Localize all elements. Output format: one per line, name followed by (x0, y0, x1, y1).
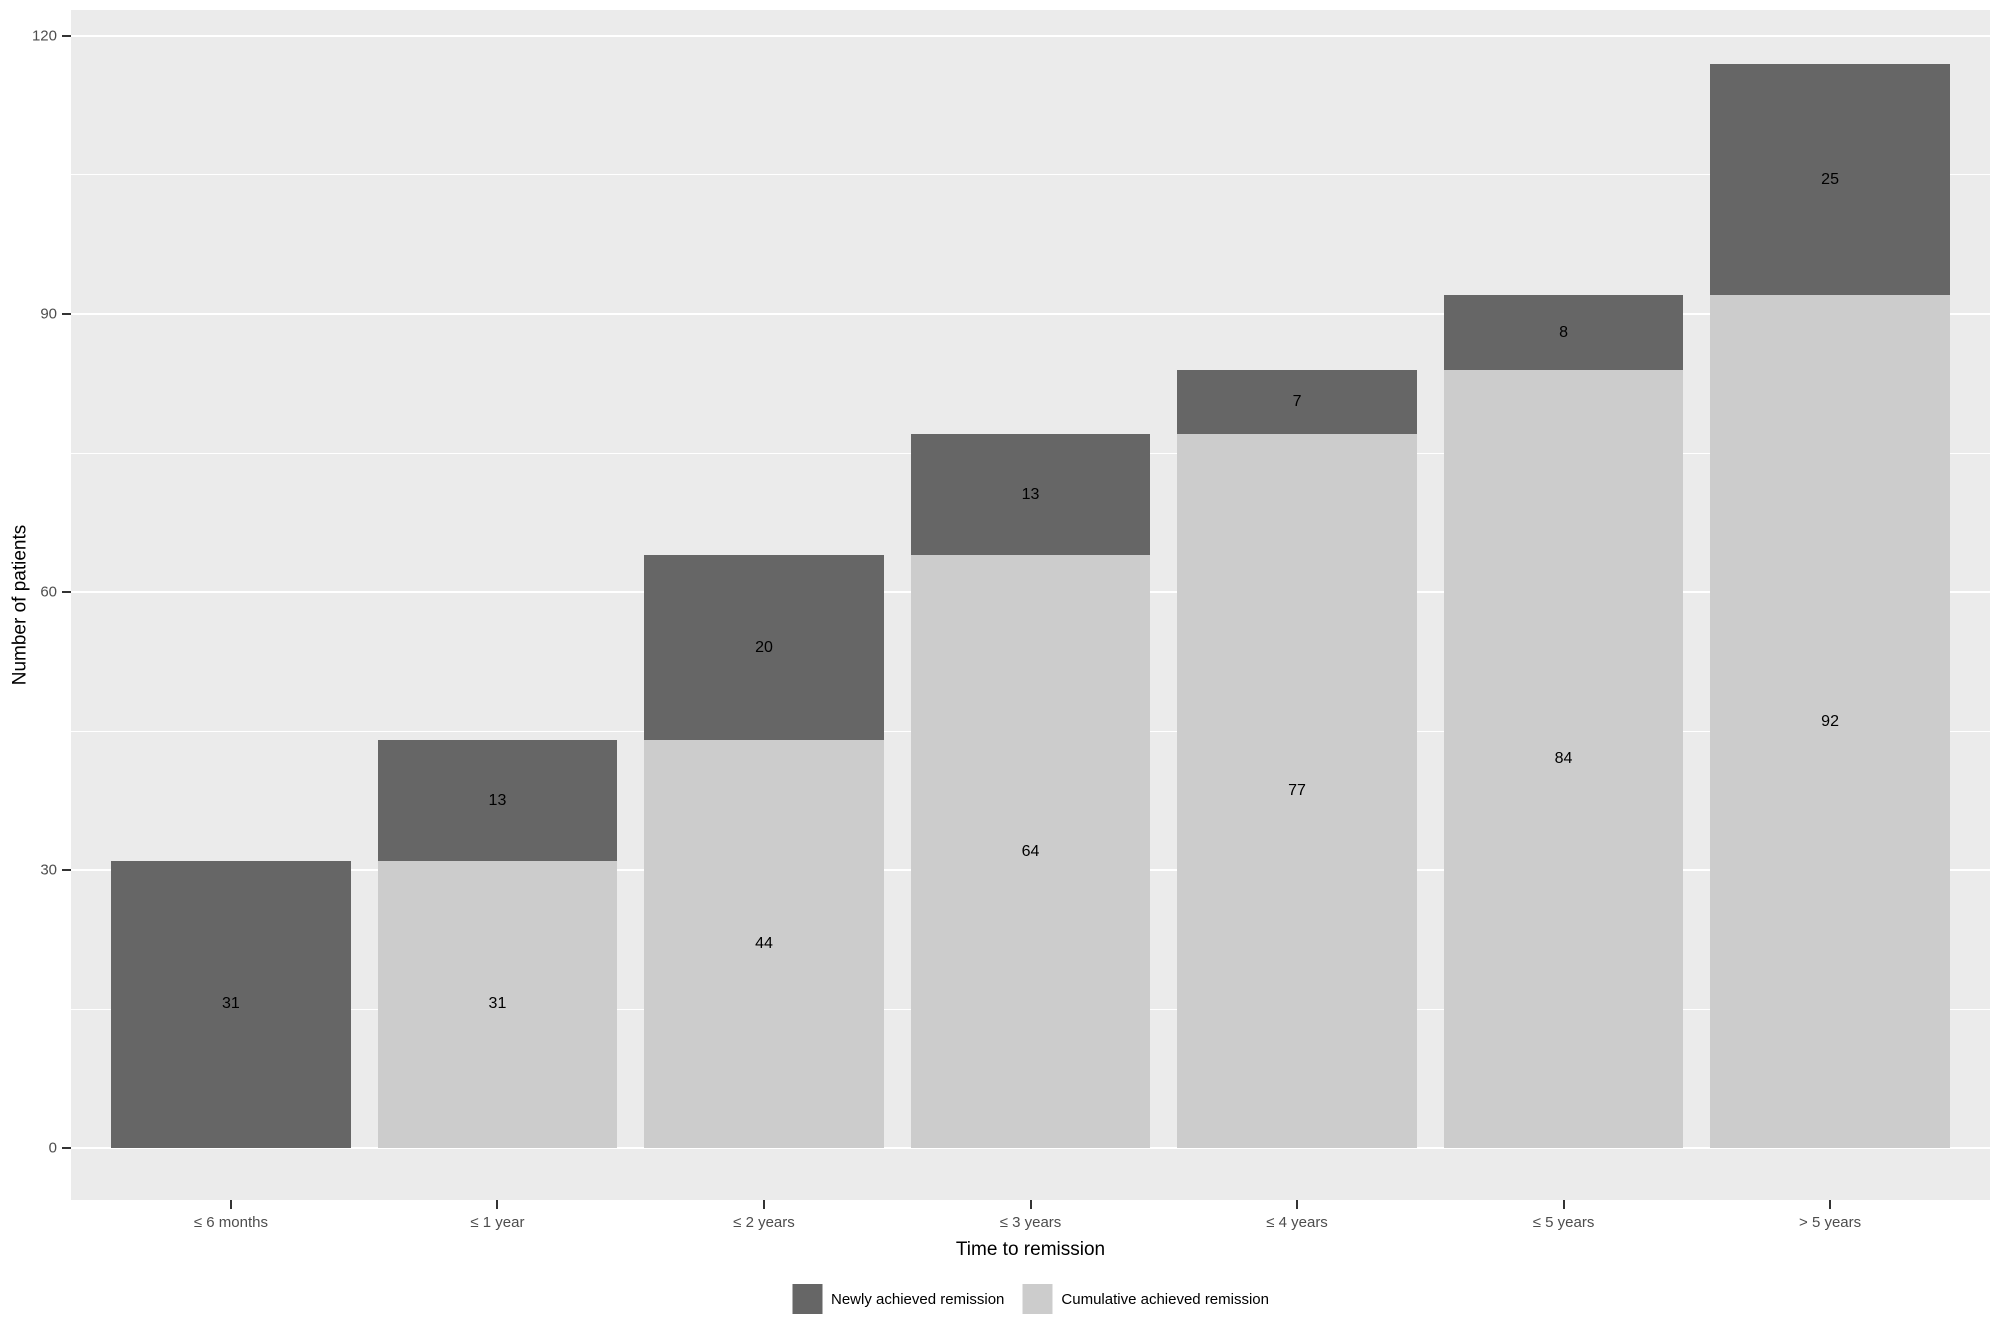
bar-value-label: 64 (1021, 842, 1040, 860)
bar-value-label: 31 (222, 995, 240, 1013)
legend-swatch-newly (792, 1284, 822, 1314)
bar-segment-newly (1443, 295, 1684, 370)
bar-segment-newly (1710, 63, 1951, 296)
legend-item-newly: Newly achieved remission (792, 1284, 1004, 1314)
x-axis-tick-label: ≤ 5 years (1532, 1214, 1595, 1231)
bar-segment-newly (644, 554, 884, 741)
x-axis-tick-label: ≤ 2 years (733, 1214, 795, 1231)
legend-item-cumulative: Cumulative achieved remission (1022, 1284, 1269, 1314)
x-axis-tick-mark (762, 1200, 765, 1209)
x-axis-tick-label: ≤ 1 year (470, 1214, 525, 1231)
bar-segment-cumulative (377, 860, 618, 1149)
bar-value-label: 20 (755, 638, 773, 656)
bar-value-label: 7 (1292, 393, 1302, 411)
y-axis-tick-mark (62, 34, 71, 37)
x-axis-title: Time to remission (955, 1239, 1106, 1260)
legend-swatch-cumulative (1022, 1284, 1053, 1314)
bar-segment-newly (910, 434, 1151, 555)
bar-value-label: 84 (1554, 749, 1573, 767)
legend-label: Newly achieved remission (831, 1290, 1005, 1308)
bar-value-label: 44 (755, 935, 773, 953)
grid-major-line (71, 34, 1990, 37)
bar-value-label: 77 (1288, 782, 1306, 800)
x-axis-tick-mark (1296, 1200, 1299, 1209)
bar-value-label: 92 (1821, 712, 1839, 730)
bar-value-label: 13 (488, 791, 507, 809)
grid-minor-line (71, 174, 1990, 176)
x-axis-tick-mark (496, 1200, 499, 1209)
bar-segment-cumulative (1710, 295, 1951, 1149)
grid-major-line (71, 1147, 1990, 1150)
legend-label: Cumulative achieved remission (1061, 1290, 1269, 1308)
bar-segment-cumulative (1443, 369, 1684, 1149)
bar-value-label: 13 (1021, 485, 1040, 503)
bar-segment-cumulative (910, 554, 1151, 1149)
x-axis-tick-label: > 5 years (1799, 1214, 1862, 1231)
y-axis-tick-label: 30 (40, 861, 57, 879)
bar-segment-newly (377, 740, 618, 861)
y-axis-tick-mark (62, 591, 71, 594)
y-axis-tick-mark (62, 1147, 71, 1150)
y-axis-tick-mark (62, 312, 71, 315)
x-axis-tick-mark (229, 1200, 232, 1209)
y-axis-tick-label: 120 (31, 27, 57, 45)
y-axis-title: Number of patients (9, 524, 31, 686)
x-axis-tick-label: ≤ 4 years (1266, 1214, 1328, 1231)
bar-segment-cumulative (1177, 434, 1417, 1149)
legend: Newly achieved remission Cumulative achi… (792, 1284, 1269, 1314)
x-axis-tick-mark (1829, 1200, 1832, 1209)
bar-value-label: 8 (1559, 323, 1568, 341)
y-axis-tick-label: 0 (48, 1139, 57, 1157)
plot-panel: 31 31 13 44 20 64 13 77 7 84 8 92 25 (71, 10, 1990, 1200)
x-axis-tick-mark (1562, 1200, 1565, 1209)
bar-segment-newly (110, 860, 351, 1149)
bar-segment-cumulative (644, 740, 884, 1149)
y-axis-tick-label: 90 (40, 305, 57, 323)
grid-major-line (71, 312, 1990, 315)
x-axis-tick-label: ≤ 6 months (193, 1214, 268, 1231)
x-axis-tick-label: ≤ 3 years (999, 1214, 1062, 1231)
bar-segment-newly (1177, 369, 1417, 435)
y-axis-tick-mark (62, 869, 71, 872)
x-axis-tick-mark (1029, 1200, 1032, 1209)
y-axis-tick-label: 60 (40, 583, 57, 601)
bar-value-label: 25 (1821, 170, 1839, 188)
bar-value-label: 31 (488, 995, 507, 1013)
